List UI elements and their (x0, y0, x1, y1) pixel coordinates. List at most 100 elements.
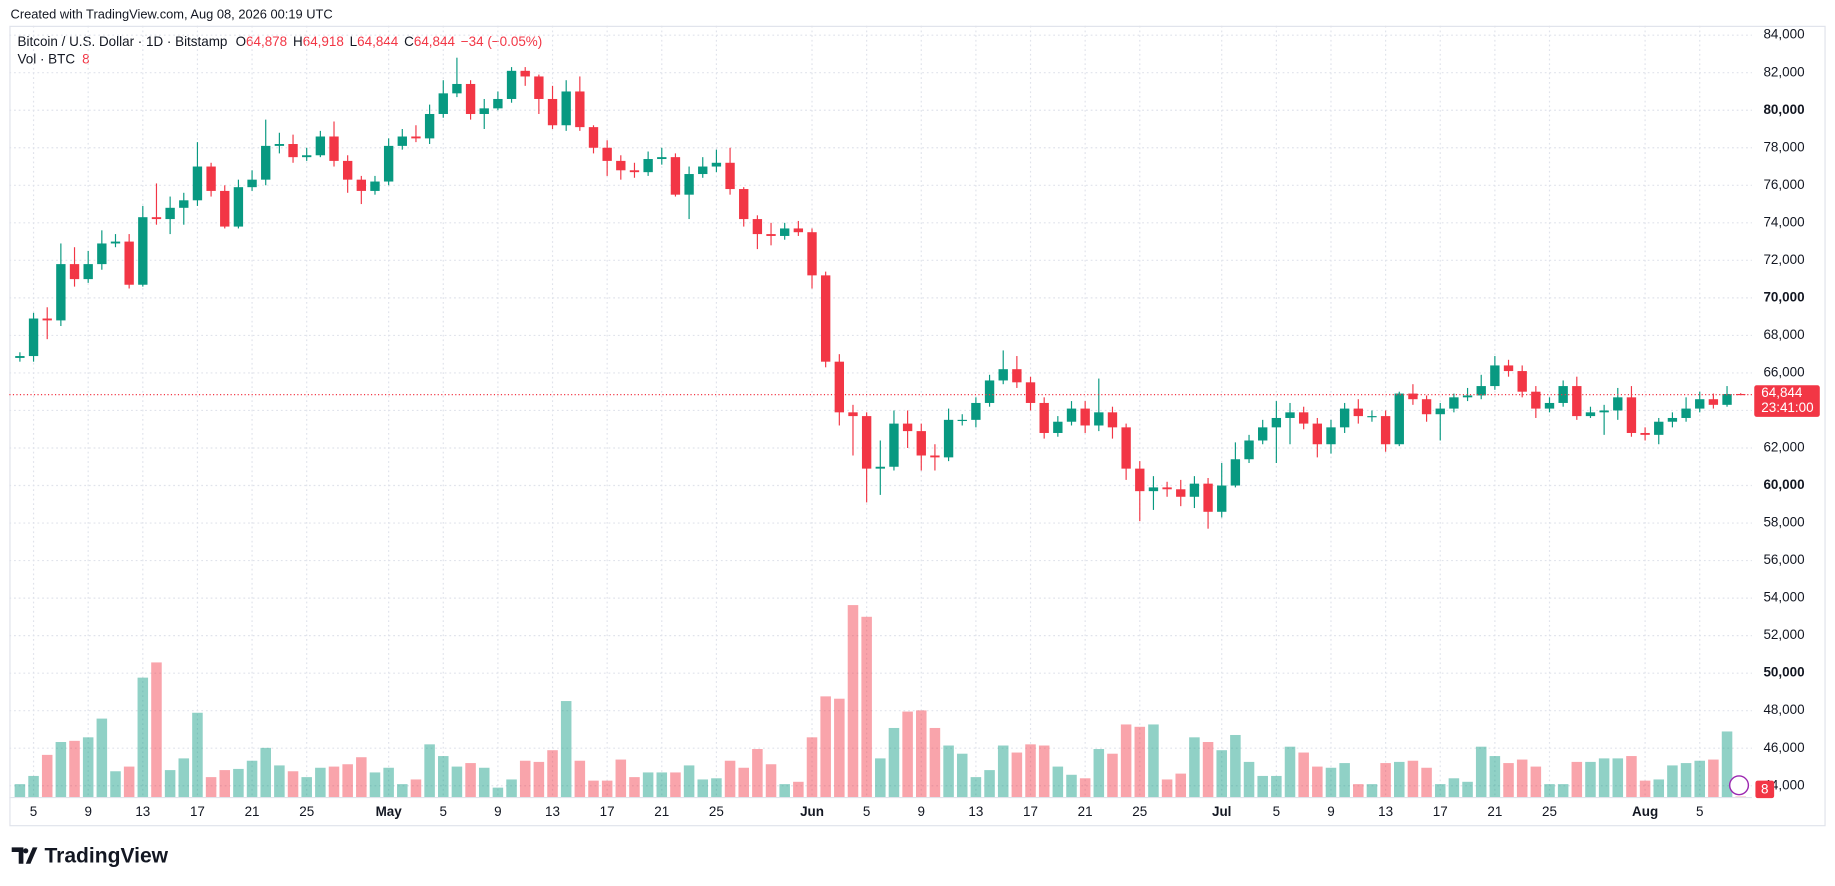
volume-bar (1598, 758, 1610, 798)
candle-body (725, 162, 735, 190)
candle-body (1544, 402, 1555, 409)
logo-mark (11, 847, 38, 864)
candle-body (1435, 408, 1445, 415)
candle-body (943, 419, 954, 458)
volume-bar (1694, 760, 1705, 798)
candle-body (1162, 487, 1172, 490)
volume-bar (369, 772, 381, 798)
candle-body (206, 166, 216, 191)
candle-body (739, 189, 749, 220)
candle-body (97, 243, 107, 265)
volume-bar (41, 754, 53, 798)
volume-bar (1284, 746, 1296, 798)
candle-body (848, 412, 858, 417)
volume-bar (178, 758, 190, 798)
candle-body (383, 145, 394, 182)
y-tick-label: 52,000 (1763, 627, 1804, 642)
candle-body (165, 207, 175, 220)
candle-body (711, 162, 722, 167)
candle-body (602, 147, 612, 161)
candle-body (1258, 427, 1268, 441)
candle-body (916, 431, 926, 456)
volume-bar (397, 784, 408, 798)
volume-bar (834, 698, 845, 798)
volume-bar (1667, 765, 1678, 798)
volume-bar (451, 766, 463, 798)
volume-bar (847, 605, 859, 798)
candle-body (411, 136, 421, 139)
volume-bar (1066, 774, 1077, 798)
volume-bar (1052, 766, 1064, 798)
candle-body (83, 264, 93, 280)
candle-body (766, 234, 776, 236)
x-tick-label: Jun (800, 804, 824, 819)
volume-bar (1011, 752, 1023, 798)
volume-bar (465, 763, 476, 798)
volume-bar (1134, 726, 1146, 798)
volume-bar (1366, 784, 1378, 798)
candle-body (1080, 408, 1090, 426)
volume-bar (793, 781, 804, 798)
y-tick-label: 72,000 (1763, 252, 1804, 267)
candle-body (780, 228, 790, 236)
volume-bar (1380, 763, 1391, 798)
countdown-label: 23:41:00 (1761, 400, 1813, 415)
y-tick-label: 78,000 (1763, 139, 1804, 154)
candle-body (1503, 365, 1514, 372)
candle-body (588, 127, 599, 148)
volume-bar (1325, 767, 1337, 798)
candle-body (69, 264, 80, 280)
volume-bar (560, 701, 572, 798)
x-tick-label: 17 (1433, 804, 1448, 819)
y-tick-label: 58,000 (1763, 515, 1804, 530)
candle-body (56, 264, 66, 321)
x-tick-label: 9 (494, 804, 501, 819)
volume-bar (1189, 737, 1200, 798)
volume-bar (1448, 778, 1460, 798)
candle-body (930, 455, 940, 458)
volume-bar (478, 767, 490, 798)
candle-body (233, 187, 244, 227)
candle-body (1312, 423, 1323, 445)
candle-body (124, 241, 134, 285)
last-price-box (1754, 385, 1820, 417)
candle-body (1517, 371, 1527, 392)
volume-bar (356, 757, 367, 798)
candle-body (1189, 483, 1200, 497)
y-tick-label: 62,000 (1763, 440, 1804, 455)
x-tick-label: 25 (1132, 804, 1147, 819)
volume-pane (14, 605, 1746, 798)
x-tick-label: 21 (1078, 804, 1093, 819)
volume-bar (875, 758, 886, 798)
x-tick-label: 5 (440, 804, 447, 819)
volume-bar (14, 784, 26, 798)
volume-bar (916, 710, 927, 798)
candle-body (575, 91, 585, 128)
candle-body (1421, 399, 1432, 415)
volume-bar (1216, 750, 1227, 798)
candle-body (465, 83, 476, 114)
x-tick-label: 9 (1327, 804, 1334, 819)
candle-body (479, 108, 489, 114)
x-tick-label: 13 (1378, 804, 1393, 819)
volume-bar (1339, 763, 1350, 798)
volume-bar (1093, 749, 1105, 798)
candle-body (424, 113, 435, 139)
candle-body (1012, 369, 1022, 383)
volume-bar (164, 770, 176, 798)
candle-body (643, 159, 653, 173)
candle-body (834, 361, 845, 413)
header-credit: Created with TradingView.com, Aug 08, 20… (11, 7, 333, 22)
x-tick-label: 21 (1487, 804, 1502, 819)
y-tick-label: 70,000 (1763, 289, 1804, 304)
volume-bar (1612, 758, 1624, 798)
y-tick-label: 56,000 (1763, 552, 1804, 567)
candle-body (1203, 483, 1213, 512)
volume-bar (301, 777, 312, 798)
volume-bar (1462, 781, 1473, 798)
x-tick-label: 5 (30, 804, 37, 819)
legend-key: L (350, 34, 358, 49)
x-tick-label: 21 (245, 804, 260, 819)
volume-bar (233, 768, 244, 798)
